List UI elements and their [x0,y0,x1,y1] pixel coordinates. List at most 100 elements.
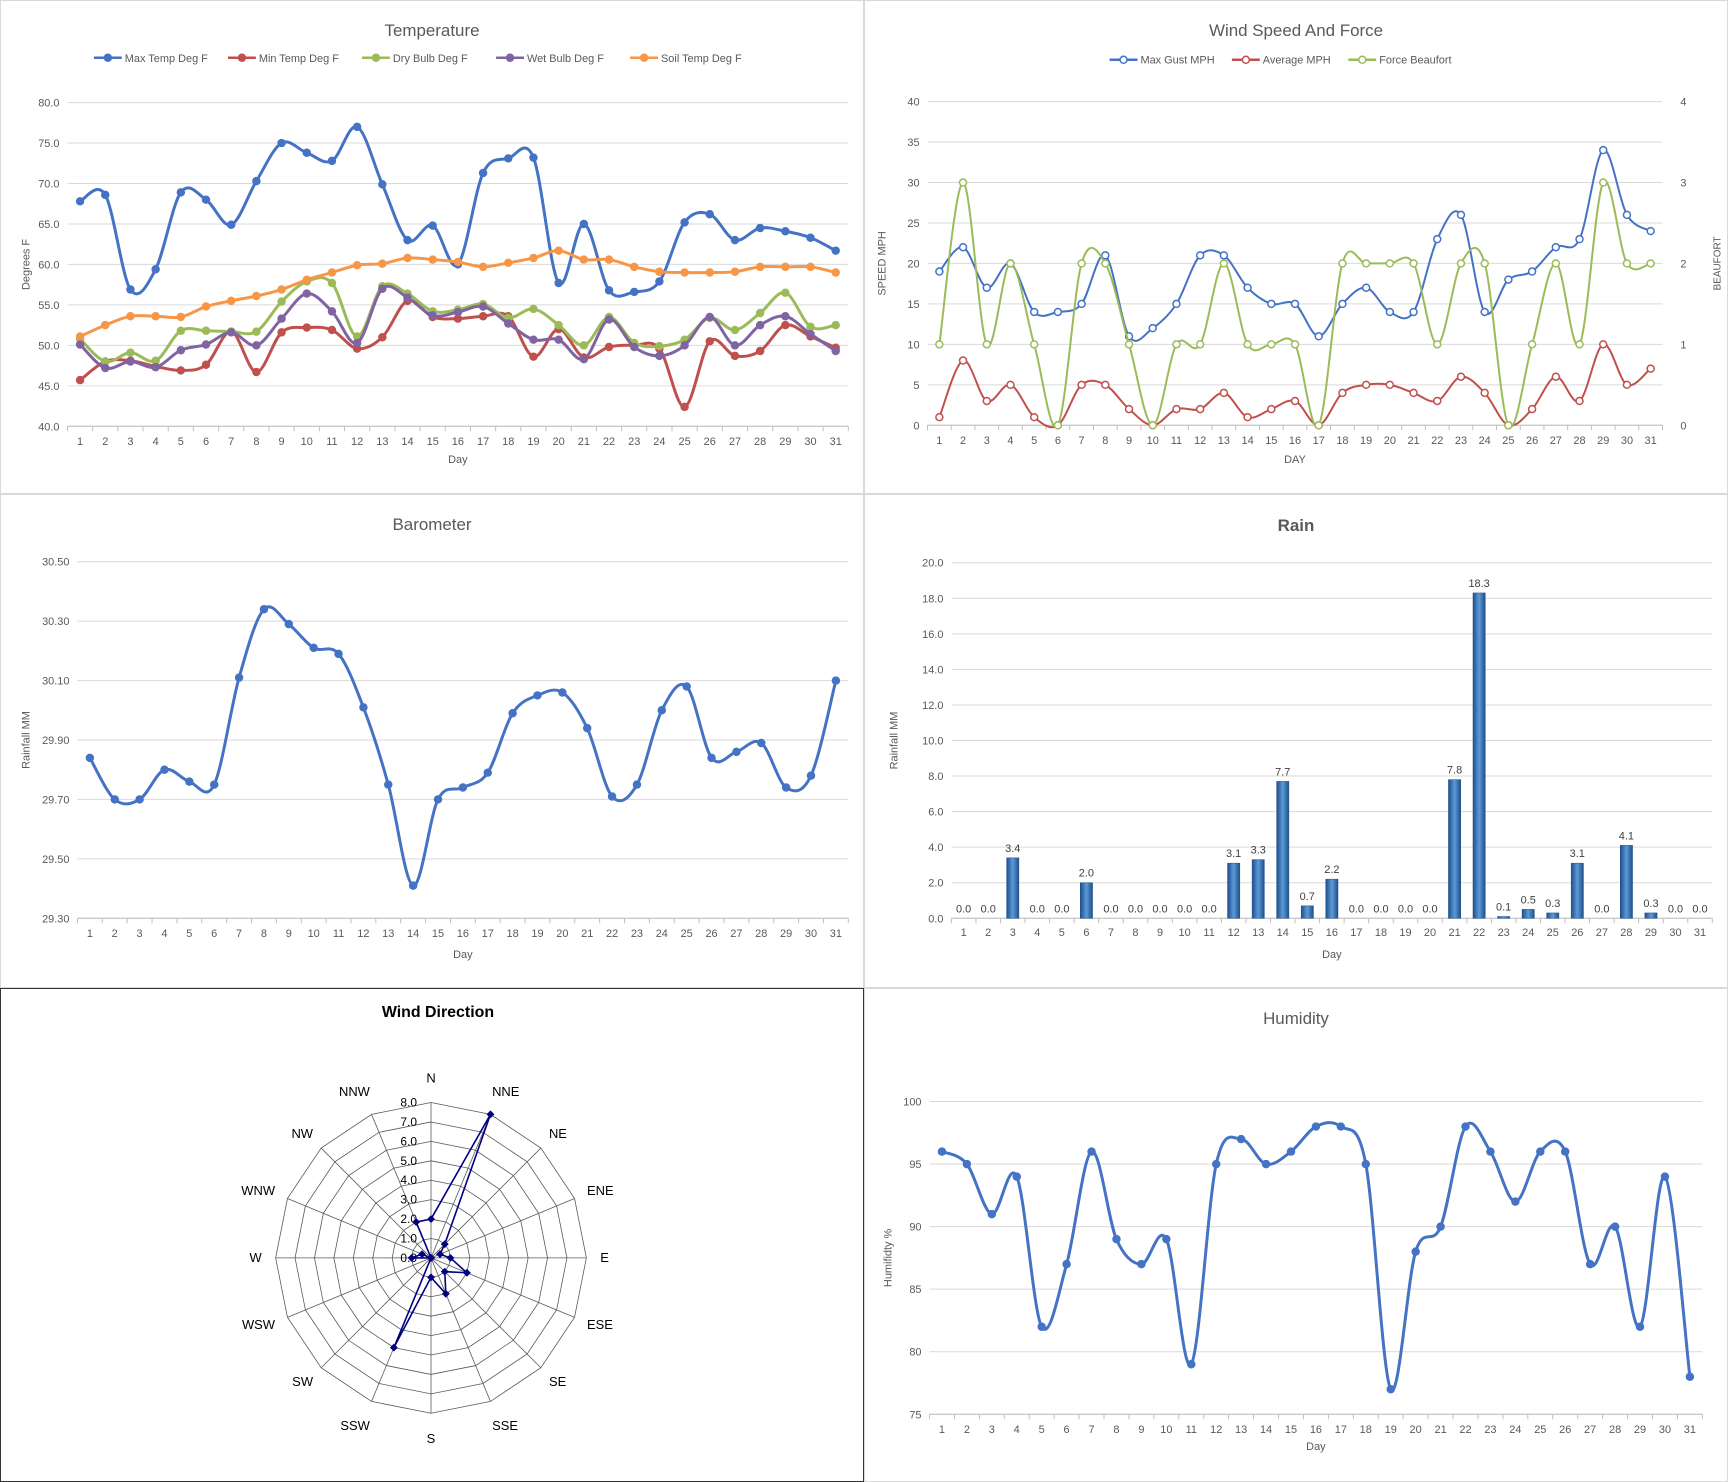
chart-temperature-svg: Temperature 40.0 45.0 50.0 55.0 60.0 65.0 70.0 7… [21,21,849,466]
data-point [1029,307,1039,317]
data-point [126,311,135,321]
data-point [1195,340,1205,349]
x-axis-label: Day [1322,949,1342,961]
x-tick-label: 9 [1126,435,1132,447]
data-point [781,320,790,330]
data-point [151,311,160,321]
x-tick-label: 23 [631,928,643,940]
legend-label: Force Beaufort [1379,55,1451,67]
data-point [1385,259,1395,268]
data-point [101,190,110,200]
data-point [1187,1360,1196,1369]
data-point [1211,1159,1221,1169]
y-tick-label: 40 [907,97,919,109]
data-label: 0.1 [1496,902,1511,914]
x-tick-label: 1 [87,928,93,940]
x-tick-label: 15 [427,436,439,448]
radar-category-label: S [427,1431,436,1446]
y-tick-label: 100 [903,1097,921,1109]
data-point [705,312,715,322]
radar-category-label: NE [549,1126,567,1141]
data-point [806,322,815,331]
data-point [176,188,186,197]
chart-barometer-svg: Barometer 29.30 29.50 29.70 29.90 30.10 30.30 3… [21,515,849,961]
data-label: 0.0 [1177,903,1192,915]
data-point [1386,1385,1395,1394]
data-point [680,402,689,412]
data-point [1290,299,1300,309]
x-tick-label: 17 [1335,1424,1347,1436]
data-label: 0.3 [1643,898,1658,910]
series-line [938,149,1652,342]
chart-wind-direction-svg: Wind Direction0.01.02.03.04.05.06.07.08.… [241,1004,614,1446]
data-point [1195,404,1205,414]
y-tick-label: 29.70 [42,794,69,806]
y2-tick-label: 4 [1680,97,1686,109]
data-point [1575,340,1584,349]
data-point [781,262,790,272]
series-line [941,1121,1692,1392]
y2-axis-label: BEAUFORT [1712,236,1723,290]
x-tick-label: 2 [964,1424,970,1436]
data-point [160,765,169,774]
data-point [1124,404,1134,414]
x-tick-label: 29 [779,436,791,448]
data-point [226,296,236,306]
data-label: 0.0 [1202,903,1217,915]
data-point [982,396,992,406]
data-point [1311,1122,1321,1131]
x-tick-label: 11 [1203,927,1214,939]
x-tick-label: 15 [432,928,444,940]
x-tick-label: 10 [1160,1424,1172,1436]
data-point [958,178,968,187]
data-point [732,747,741,757]
data-point [1172,340,1181,349]
x-tick-label: 3 [1010,927,1016,939]
data-point [75,332,85,341]
data-point [126,285,135,294]
x-tick-label: 24 [1522,927,1534,939]
data-point [987,1209,997,1219]
x-tick-label: 24 [653,436,665,448]
data-point [730,351,740,361]
x-tick-label: 25 [1534,1424,1546,1436]
x-tick-label: 6 [1083,927,1089,939]
radar-data-point [418,1250,427,1259]
chart-title: Humidity [1263,1009,1329,1028]
data-point [302,289,311,298]
data-point [680,268,689,277]
data-point [1267,404,1276,414]
data-point [252,176,261,186]
legend-item: Soil Temp Deg F [630,53,742,65]
data-point [554,335,563,344]
data-point [334,649,343,659]
x-axis-label: Day [448,454,468,466]
data-point [982,340,992,349]
data-point [378,180,387,189]
data-point [1361,259,1371,268]
data-point [1124,340,1134,349]
data-point [1409,307,1418,317]
legend-label: Dry Bulb Deg F [393,53,468,65]
radar-data-point [440,1267,449,1276]
data-point [962,1159,972,1169]
data-point [302,148,311,157]
data-point [1551,259,1561,268]
x-tick-label: 22 [1431,435,1443,447]
x-tick-label: 14 [407,928,419,940]
x-tick-label: 14 [1241,435,1253,447]
data-point [1635,1322,1645,1331]
data-label: 0.5 [1521,894,1536,906]
legend-label: Min Temp Deg F [259,53,339,65]
legend-label: Average MPH [1263,55,1331,67]
data-point [655,277,664,286]
data-point [226,220,236,230]
x-tick-label: 6 [203,436,209,448]
x-tick-label: 5 [178,436,184,448]
x-tick-label: 28 [755,928,767,940]
data-point [579,219,589,229]
x-tick-label: 1 [939,1424,945,1436]
radar-category-label: SE [549,1374,567,1389]
data-point [110,795,119,804]
